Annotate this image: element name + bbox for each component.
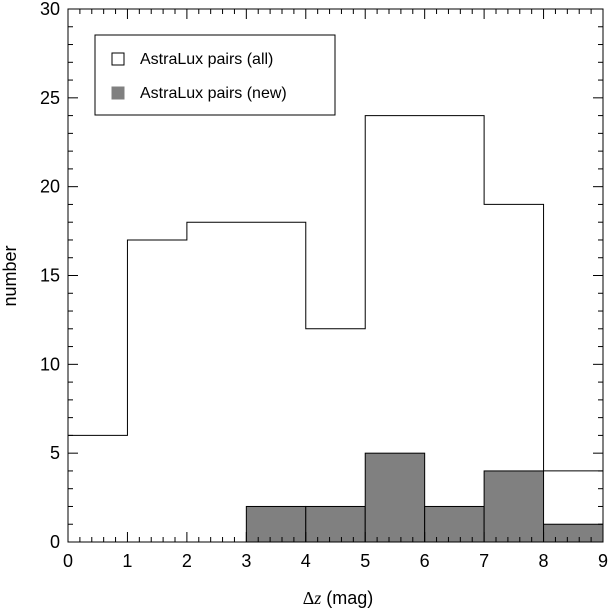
legend-label-all: AstraLux pairs (all): [140, 51, 273, 68]
bar-new-7: [483, 470, 545, 543]
x-tick-label: 1: [122, 551, 132, 571]
x-tick-label: 2: [182, 551, 192, 571]
bar-new-8: [543, 523, 604, 543]
legend-label-new: AstraLux pairs (new): [140, 85, 287, 102]
bar-new-3: [245, 505, 307, 543]
y-tick-label: 10: [40, 354, 60, 374]
series-all-step-line: [68, 115, 603, 472]
y-tick-label: 20: [40, 177, 60, 197]
legend-swatch-new: [111, 86, 125, 100]
x-tick-label: 4: [301, 551, 311, 571]
x-tick-label: 7: [479, 551, 489, 571]
x-tick-label: 6: [420, 551, 430, 571]
x-tick-label: 5: [360, 551, 370, 571]
bar-new-5: [364, 452, 426, 543]
legend: AstraLux pairs (all) AstraLux pairs (new…: [94, 34, 336, 116]
y-tick-label: 25: [40, 88, 60, 108]
y-tick-label: 0: [50, 532, 60, 552]
x-tick-label: 9: [598, 551, 608, 571]
x-tick-label: 3: [241, 551, 251, 571]
y-axis-label: number: [0, 245, 20, 306]
x-tick-labels: 0 1 2 3 4 5 6 7 8 9: [63, 551, 608, 571]
series-new-bars: [245, 452, 604, 543]
bar-new-6: [424, 505, 485, 543]
bar-new-4: [305, 505, 366, 543]
plot-frame: [67, 8, 604, 543]
y-tick-label: 5: [50, 443, 60, 463]
legend-box: [94, 34, 336, 116]
x-tick-label: 8: [539, 551, 549, 571]
y-tick-label: 15: [40, 266, 60, 286]
x-axis-label: Δz (mag): [303, 588, 374, 608]
legend-swatch-all: [111, 52, 125, 66]
y-tick-label: 30: [40, 0, 60, 19]
axis-ticks: [67, 8, 604, 543]
x-tick-label: 0: [63, 551, 73, 571]
y-tick-labels: 0 5 10 15 20 25 30: [40, 0, 60, 552]
